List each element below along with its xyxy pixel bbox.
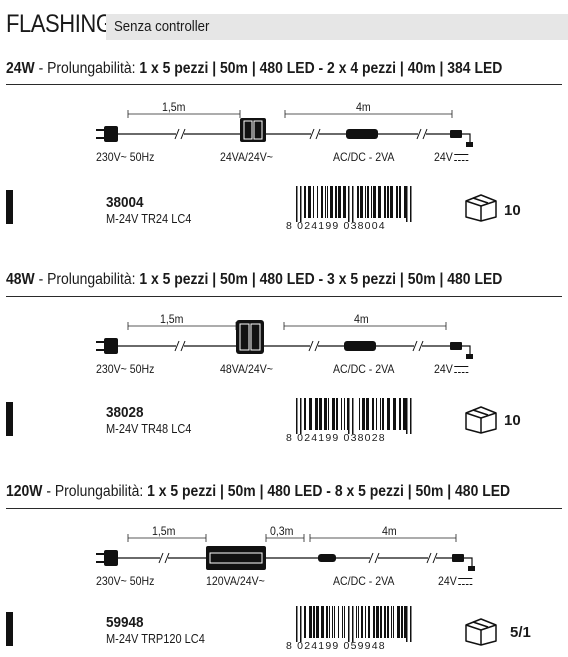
section-divider (6, 508, 562, 509)
section-title-120w: 120W - Prolungabilità: 1 x 5 pezzi | 50m… (6, 483, 511, 500)
converter-label: AC/DC - 2VA (333, 150, 395, 164)
barcode: 8 024199 059948 (286, 606, 416, 654)
box-icon (465, 618, 497, 646)
barcode: 8 024199 038028 (286, 398, 416, 446)
connector-icon (452, 554, 475, 571)
page-subtitle: Senza controller (114, 18, 210, 35)
box-icon (465, 406, 497, 434)
length-label-output: 4m (354, 312, 369, 326)
output-voltage-label: 24V (434, 362, 469, 376)
section-marker (6, 190, 13, 224)
input-voltage-label: 230V~ 50Hz (96, 150, 155, 164)
pack-quantity: 10 (504, 202, 521, 219)
section-marker (6, 402, 13, 436)
transformer-icon (206, 546, 266, 570)
output-voltage-label: 24V (434, 150, 469, 164)
converter-label: AC/DC - 2VA (333, 362, 395, 376)
product-model: M-24V TRP120 LC4 (106, 632, 205, 646)
page-subtitle-band: Senza controller (106, 14, 568, 40)
section-marker (6, 612, 13, 646)
box-icon (465, 194, 497, 222)
product-code: 59948 (106, 614, 144, 631)
length-label-input: 1,5m (162, 100, 186, 114)
length-label-input: 1,5m (160, 312, 184, 326)
input-voltage-label: 230V~ 50Hz (96, 362, 155, 376)
transformer-label: 24VA/24V~ (220, 150, 273, 164)
plug-icon (96, 338, 118, 354)
plug-icon (96, 550, 118, 566)
section-title-48w: 48W - Prolungabilità: 1 x 5 pezzi | 50m … (6, 271, 503, 288)
transformer-label: 48VA/24V~ (220, 362, 273, 376)
page-title: FLASHING (6, 10, 113, 38)
input-voltage-label: 230V~ 50Hz (96, 574, 155, 588)
section-title-24w: 24W - Prolungabilità: 1 x 5 pezzi | 50m … (6, 60, 503, 77)
product-code: 38004 (106, 194, 144, 211)
converter-icon (318, 554, 336, 562)
barcode: 8 024199 038004 (286, 186, 416, 234)
transformer-label: 120VA/24V~ (206, 574, 265, 588)
plug-icon (96, 126, 118, 142)
length-label-output: 4m (356, 100, 371, 114)
converter-label: AC/DC - 2VA (333, 574, 395, 588)
wiring-diagram-24w (96, 110, 473, 147)
converter-icon (346, 129, 378, 139)
connector-icon (450, 342, 473, 359)
output-voltage-label: 24V (438, 574, 473, 588)
transformer-icon (240, 118, 266, 142)
length-label-output: 4m (382, 524, 397, 538)
converter-icon (344, 341, 376, 351)
pack-quantity: 5/1 (510, 624, 531, 641)
product-model: M-24V TR48 LC4 (106, 422, 192, 436)
section-divider (6, 296, 562, 297)
length-label-middle: 0,3m (270, 524, 294, 538)
transformer-icon (236, 320, 264, 354)
product-model: M-24V TR24 LC4 (106, 212, 192, 226)
wiring-diagram-120w (96, 534, 475, 571)
connector-icon (450, 130, 473, 147)
wiring-diagram-48w (96, 320, 473, 359)
product-code: 38028 (106, 404, 144, 421)
length-label-input: 1,5m (152, 524, 176, 538)
pack-quantity: 10 (504, 412, 521, 429)
section-divider (6, 84, 562, 85)
